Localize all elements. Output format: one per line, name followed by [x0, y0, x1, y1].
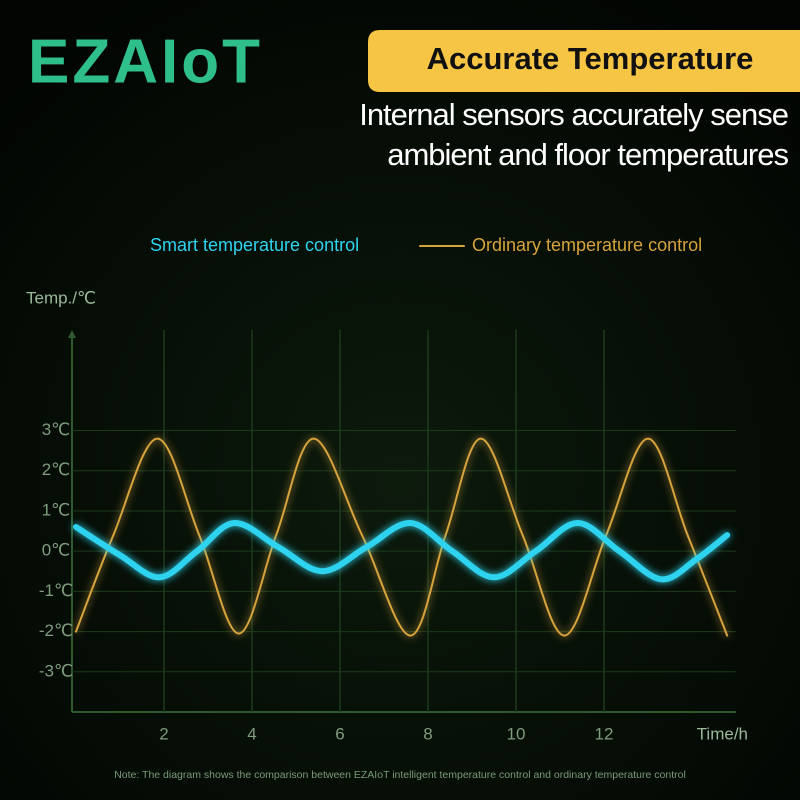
x-axis-label: Time/h	[697, 724, 748, 743]
note: Note: The diagram shows the comparison b…	[114, 769, 686, 781]
x-tick-label: 8	[423, 724, 432, 743]
x-tick-label: 12	[595, 724, 614, 743]
y-tick-label: -3℃	[39, 661, 73, 680]
y-tick-label: 2℃	[42, 460, 71, 479]
logo: EZAIoT	[28, 27, 263, 96]
series-line	[73, 520, 731, 583]
chart: 3℃ 2℃ 1℃ 0℃ -1℃ -2℃ -3℃ 2 4 6 8 10 12 Smart temperatu…	[39, 235, 736, 743]
x-tick-label: 10	[507, 724, 526, 743]
legend-label: Smart temperature control	[150, 235, 359, 255]
badge: Accurate Temperature	[427, 41, 754, 76]
x-tick-label: 4	[247, 724, 256, 743]
y-tick-label: 0℃	[42, 541, 71, 560]
legend-label: Ordinary temperature control	[472, 235, 702, 255]
y-tick-label: 1℃	[42, 500, 71, 519]
y-tick-label: -1℃	[39, 581, 73, 600]
y-tick-label: 3℃	[42, 420, 71, 439]
x-tick-label: 6	[335, 724, 344, 743]
y-axis-label: Temp./℃	[26, 288, 96, 307]
badge-bg	[368, 30, 800, 92]
y-axis-arrow	[68, 330, 76, 338]
subtitle: Internal sensors accurately sense	[359, 97, 788, 132]
subtitle: ambient and floor temperatures	[387, 137, 788, 172]
y-tick-label: -2℃	[39, 621, 73, 640]
x-tick-label: 2	[159, 724, 168, 743]
series-line	[75, 437, 729, 637]
